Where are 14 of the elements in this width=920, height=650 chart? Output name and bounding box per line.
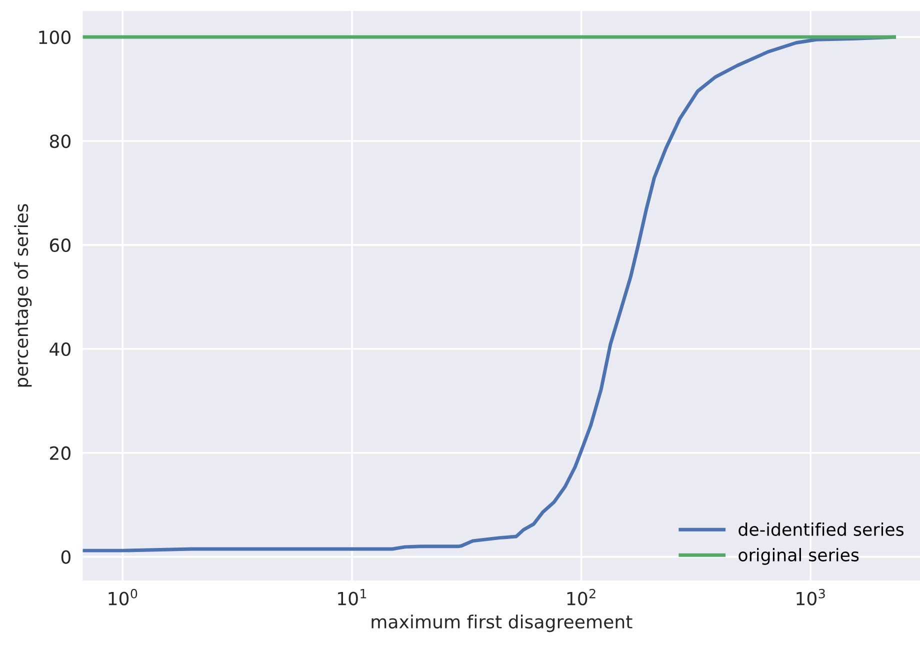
y-tick-label: 20 [50,446,70,460]
y-tick-label: 80 [50,134,70,148]
y-axis-title: percentage of series [14,204,32,387]
y-tick-label: 0 [61,550,70,564]
legend-label: original series [738,548,859,565]
x-tick-label: 10$^{0}$ [108,588,138,606]
y-tick-label: 100 [39,30,70,44]
legend-label: de-identified series [738,522,904,536]
x-axis-title: maximum first disagreement [372,614,632,632]
x-tick-label: 10$^{2}$ [567,588,596,606]
y-tick-label: 60 [50,238,70,252]
y-tick-label: 40 [50,342,70,356]
x-tick-label: 10$^{3}$ [796,588,825,606]
x-tick-label: 10$^{1}$ [338,589,366,606]
